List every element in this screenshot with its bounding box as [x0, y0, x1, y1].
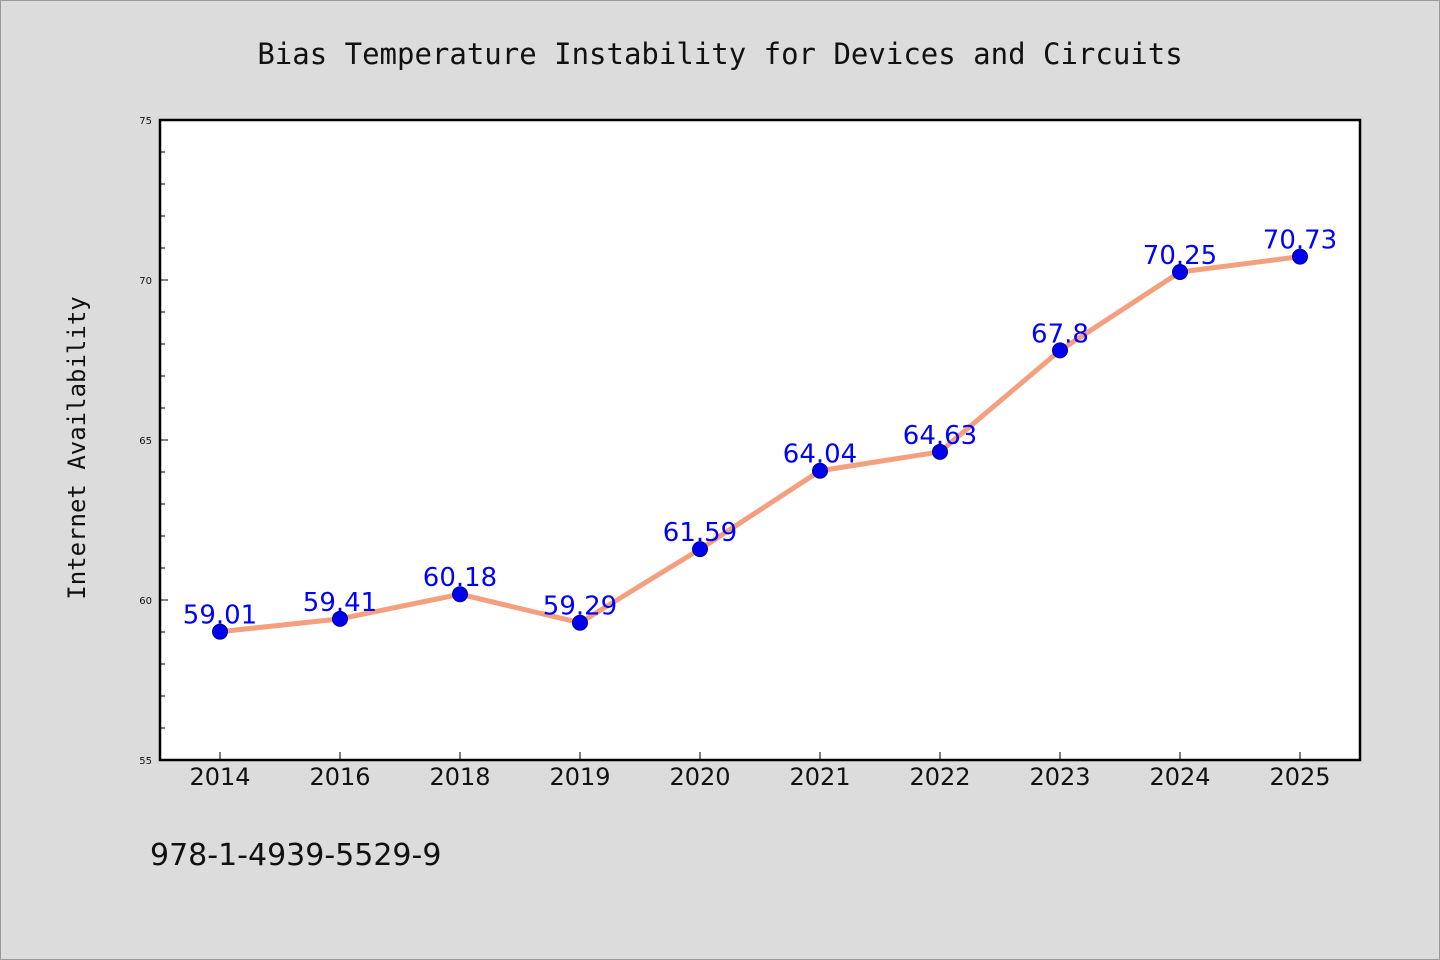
data-point	[332, 610, 348, 627]
data-label: 61.59	[663, 518, 737, 548]
data-point	[812, 462, 828, 479]
y-tick-label: 75	[139, 116, 152, 127]
x-tick-label: 2016	[309, 763, 370, 791]
data-labels-group: 59.01 59.41 60.18 59.29 61.59 64.04 64.63 67.8 7…	[183, 226, 1337, 631]
data-label: 70.73	[1263, 226, 1337, 256]
data-label: 64.04	[783, 440, 857, 470]
x-tick-label: 2022	[909, 763, 970, 791]
data-label: 59.01	[183, 601, 257, 631]
x-tick-label: 2023	[1029, 763, 1090, 791]
plot-area	[158, 118, 1362, 762]
y-tick-label: 65	[139, 436, 152, 447]
data-label: 70.25	[1143, 241, 1217, 271]
y-tick-label: 70	[139, 276, 152, 287]
data-point	[1292, 248, 1308, 265]
data-label: 60.18	[423, 563, 497, 593]
y-axis-label: Internet Availability	[63, 296, 91, 599]
data-label: 59.41	[303, 588, 377, 618]
x-tick-label: 2018	[429, 763, 490, 791]
series-line	[217, 254, 1303, 635]
data-point	[1172, 264, 1188, 280]
x-tick-label: 2024	[1149, 763, 1210, 791]
isbn-text: 978-1-4939-5529-9	[150, 838, 441, 873]
x-tick-label: 2025	[1269, 763, 1330, 791]
series-line-group	[212, 248, 1308, 640]
data-point	[572, 614, 588, 631]
chart-title: Bias Temperature Instability for Devices…	[257, 37, 1182, 71]
x-tick-label: 2021	[789, 763, 850, 791]
y-tick-label: 55	[139, 756, 152, 767]
x-tick-label: 2020	[669, 763, 730, 791]
x-tick-label: 2019	[549, 763, 610, 791]
data-point	[212, 623, 228, 640]
x-tick-label: 2014	[189, 763, 250, 791]
data-label: 64.63	[903, 421, 977, 451]
data-point	[932, 443, 948, 460]
y-axis: 55 60 65 70 75	[139, 116, 168, 767]
data-label: 59.29	[543, 592, 617, 622]
data-point	[692, 541, 708, 558]
data-point	[1052, 342, 1068, 359]
x-axis: 2014 2016 2018 2019 2020 2021 2022 2023 2024 2025	[189, 752, 1331, 791]
data-point	[452, 586, 468, 603]
data-label: 67.8	[1031, 319, 1089, 349]
y-tick-label: 60	[139, 596, 152, 607]
